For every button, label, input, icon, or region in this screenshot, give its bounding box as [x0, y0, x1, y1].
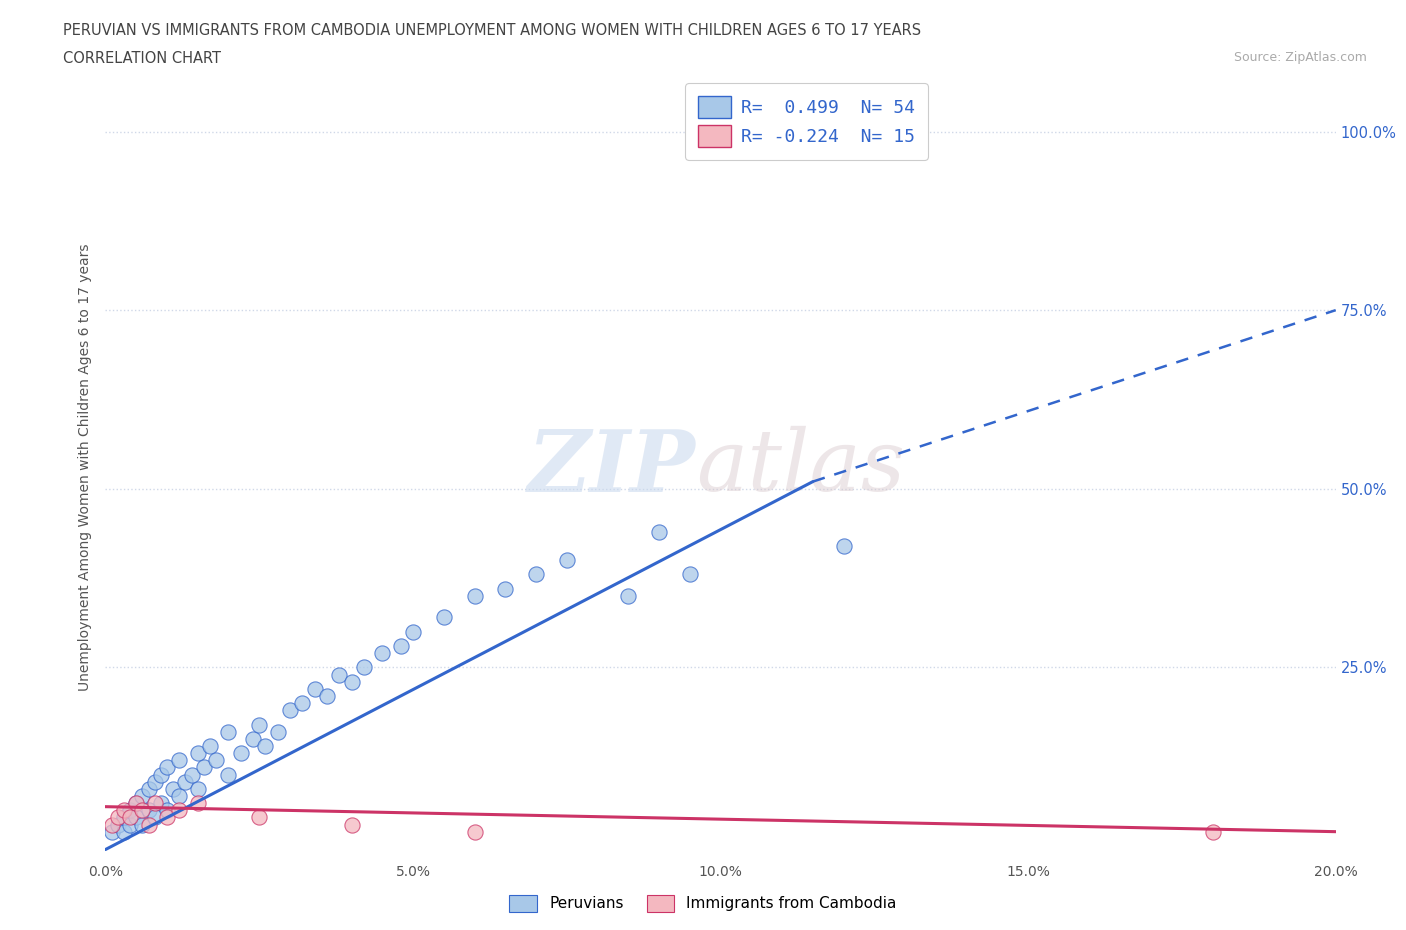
Point [229, 746, 252, 761]
Point [254, 738, 277, 753]
Point [125, 796, 148, 811]
Point [169, 803, 191, 817]
Point [328, 667, 350, 682]
Point [433, 610, 456, 625]
Point [340, 674, 363, 689]
Text: atlas: atlas [696, 426, 905, 509]
Point [291, 696, 314, 711]
Point [138, 781, 160, 796]
Point [1201, 824, 1223, 839]
Point [138, 803, 160, 817]
Point [120, 810, 141, 825]
Point [169, 789, 191, 804]
Point [304, 682, 326, 697]
Point [162, 781, 184, 796]
Point [156, 760, 179, 775]
Point [679, 567, 702, 582]
Point [464, 824, 486, 839]
Point [524, 567, 547, 582]
Point [371, 645, 394, 660]
Point [174, 774, 197, 789]
Point [120, 817, 141, 832]
Point [205, 752, 228, 767]
Point [107, 810, 129, 825]
Point [193, 760, 215, 775]
Point [247, 717, 270, 732]
Point [464, 589, 486, 604]
Point [120, 803, 141, 817]
Y-axis label: Unemployment Among Women with Children Ages 6 to 17 years: Unemployment Among Women with Children A… [79, 244, 93, 691]
Point [218, 724, 240, 739]
Point [112, 810, 135, 825]
Point [218, 767, 240, 782]
Point [198, 738, 221, 753]
Point [125, 796, 148, 811]
Point [353, 660, 375, 675]
Point [242, 731, 264, 746]
Legend: R=  0.499  N= 54, R= -0.224  N= 15: R= 0.499 N= 54, R= -0.224 N= 15 [685, 84, 928, 160]
Point [494, 581, 516, 596]
Point [267, 724, 290, 739]
Point [131, 803, 153, 817]
Point [143, 796, 166, 811]
Point [100, 824, 122, 839]
Text: Source: ZipAtlas.com: Source: ZipAtlas.com [1233, 51, 1367, 64]
Point [156, 810, 179, 825]
Point [617, 589, 640, 604]
Point [149, 767, 172, 782]
Point [107, 817, 129, 832]
Text: PERUVIAN VS IMMIGRANTS FROM CAMBODIA UNEMPLOYMENT AMONG WOMEN WITH CHILDREN AGES: PERUVIAN VS IMMIGRANTS FROM CAMBODIA UNE… [63, 23, 921, 38]
Point [187, 796, 209, 811]
Point [555, 552, 578, 567]
Text: ZIP: ZIP [529, 426, 696, 509]
Point [143, 810, 166, 825]
Point [648, 525, 671, 539]
Point [340, 817, 363, 832]
Point [247, 810, 270, 825]
Legend: Peruvians, Immigrants from Cambodia: Peruvians, Immigrants from Cambodia [503, 889, 903, 918]
Point [156, 803, 179, 817]
Point [125, 810, 148, 825]
Point [402, 624, 425, 639]
Point [131, 817, 153, 832]
Point [149, 796, 172, 811]
Point [143, 774, 166, 789]
Point [187, 746, 209, 761]
Point [278, 703, 301, 718]
Point [112, 803, 135, 817]
Point [169, 752, 191, 767]
Point [389, 639, 412, 654]
Point [180, 767, 202, 782]
Point [100, 817, 122, 832]
Text: CORRELATION CHART: CORRELATION CHART [63, 51, 221, 66]
Point [832, 538, 855, 553]
Point [315, 688, 337, 703]
Point [138, 817, 160, 832]
Point [187, 781, 209, 796]
Point [112, 824, 135, 839]
Point [131, 789, 153, 804]
